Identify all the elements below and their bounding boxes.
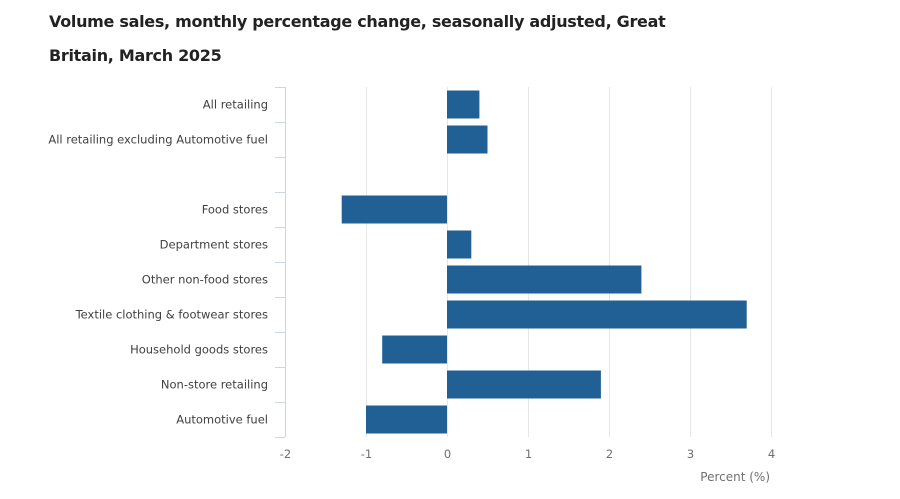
x-tick-label: 0	[444, 447, 451, 461]
category-label: All retailing excluding Automotive fuel	[48, 133, 268, 147]
category-label: Food stores	[202, 203, 268, 217]
bar[interactable]	[382, 335, 447, 364]
bar[interactable]	[447, 90, 480, 119]
bar[interactable]	[447, 300, 747, 329]
category-label: All retailing	[203, 98, 268, 112]
x-tick-label: 4	[768, 447, 775, 461]
bar[interactable]	[366, 405, 447, 434]
bar[interactable]	[341, 195, 447, 224]
category-label: Non-store retailing	[161, 378, 268, 392]
x-axis: -2 -1 0 1 2 3 4	[280, 447, 775, 461]
x-tick-label: 3	[687, 447, 694, 461]
x-tick-label: -2	[280, 447, 291, 461]
bar[interactable]	[447, 125, 488, 154]
chart-title: Volume sales, monthly percentage change,…	[49, 12, 666, 65]
category-label: Other non-food stores	[142, 273, 268, 287]
x-tick-label: 1	[525, 447, 532, 461]
category-label: Textile clothing & footwear stores	[75, 308, 268, 322]
bar[interactable]	[447, 230, 472, 259]
x-tick-label: 2	[606, 447, 613, 461]
bar[interactable]	[447, 370, 601, 399]
category-label: Automotive fuel	[176, 413, 268, 427]
bars	[341, 90, 747, 434]
category-label: Household goods stores	[130, 343, 268, 357]
x-axis-title: Percent (%)	[700, 470, 770, 484]
y-axis: All retailing All retailing excluding Aut…	[48, 87, 286, 438]
x-tick-label: -1	[361, 447, 372, 461]
bar[interactable]	[447, 265, 642, 294]
category-label: Department stores	[160, 238, 268, 252]
